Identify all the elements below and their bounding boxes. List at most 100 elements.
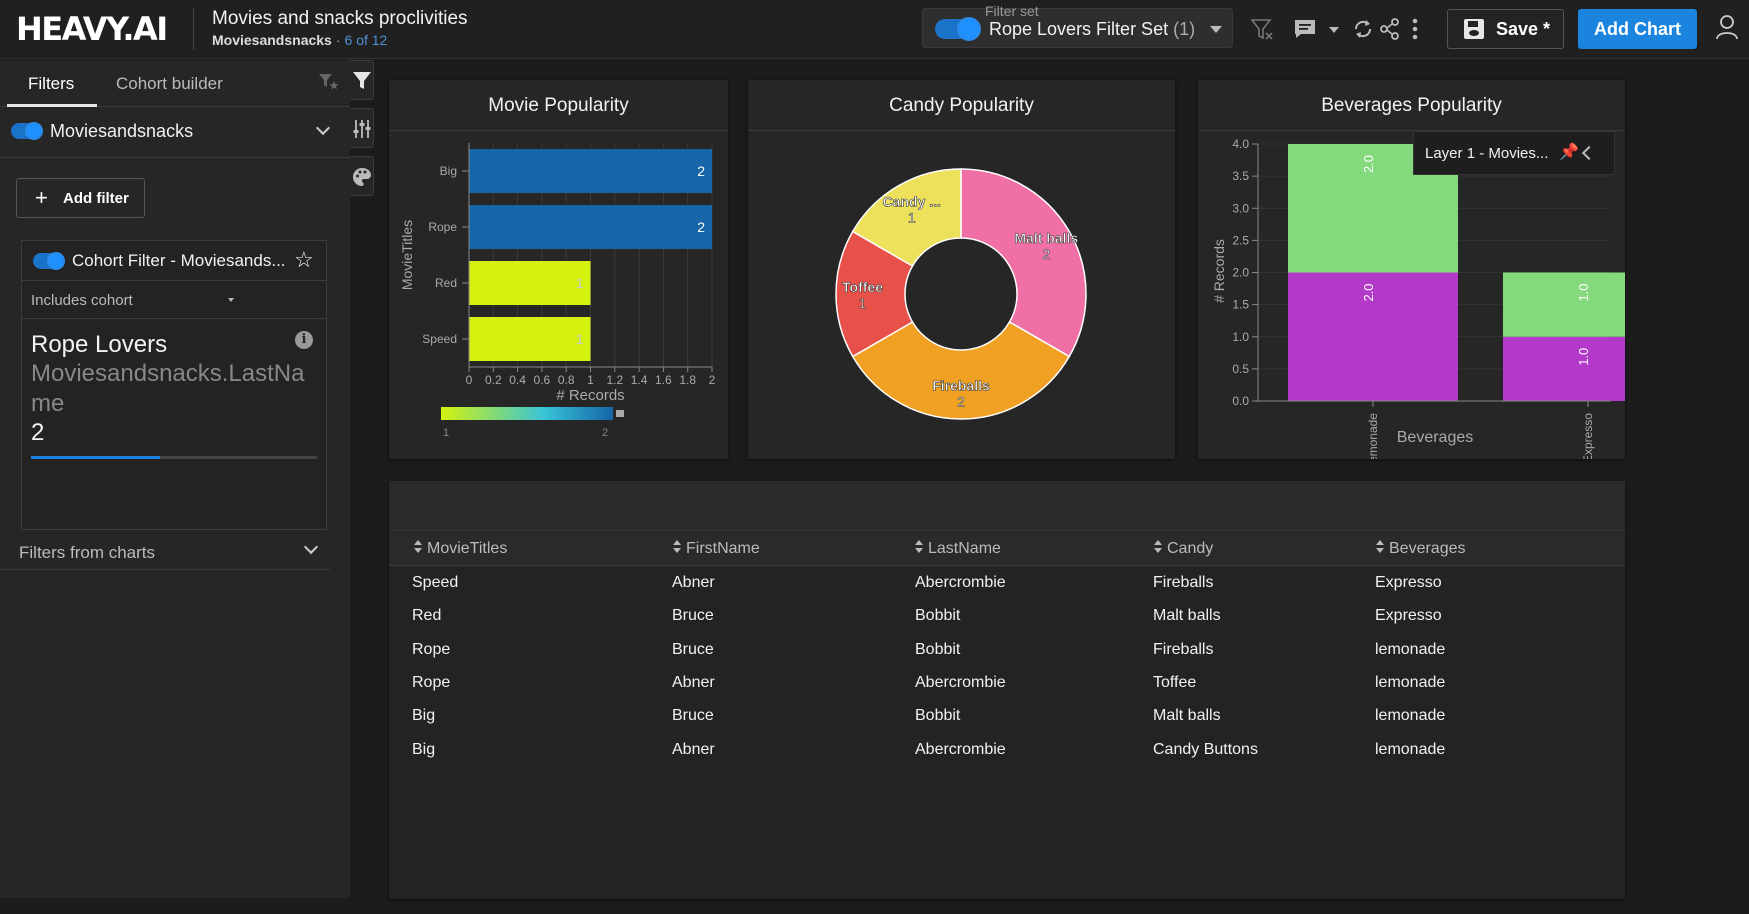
table-row[interactable]: Big Abner Abercrombie Candy Buttons lemonade xyxy=(389,734,1625,767)
table-cell-beverages: lemonade xyxy=(1375,673,1446,691)
star-icon[interactable]: ☆ xyxy=(294,247,314,272)
sort-icon[interactable] xyxy=(673,540,681,554)
save-button-label: Save * xyxy=(1496,19,1551,39)
y-tick-label: 0.5 xyxy=(1232,362,1249,376)
x-tick-label: 1.6 xyxy=(655,373,672,387)
toggle-knob xyxy=(957,17,981,41)
more-vertical-icon[interactable] xyxy=(1411,18,1419,40)
cohort-name: Rope Lovers xyxy=(31,331,168,358)
chart-title: Candy Popularity xyxy=(748,80,1175,131)
table-cell-candy: Toffee xyxy=(1153,673,1197,691)
movie-bar-chart[interactable]: 2 Big 2 Rope 1 Red 1 Speed 0 0.2 0.4 0.6 0.8 1 1.2 1.4 1… xyxy=(389,131,728,459)
add-chart-button[interactable]: Add Chart xyxy=(1578,9,1697,49)
comment-dropdown-chevron-icon[interactable] xyxy=(1329,27,1339,33)
settings-tool[interactable] xyxy=(350,108,374,148)
x-axis-label: # Records xyxy=(556,387,624,404)
chart-title: Movie Popularity xyxy=(389,80,728,131)
x-axis-label: Beverages xyxy=(1397,429,1474,446)
candy-popularity-chart[interactable]: Candy Popularity Malt balls 2 Fireballs 2 To… xyxy=(748,80,1175,459)
bar-value-label: 1 xyxy=(576,275,584,291)
beverages-stacked-bar-chart[interactable]: 0.0 0.5 1.0 1.5 2.0 2.5 3.0 3.5 4.0 2.0 2.0 lemonad… xyxy=(1198,131,1625,459)
refresh-icon[interactable] xyxy=(1352,17,1374,41)
table-row[interactable]: Speed Abner Abercrombie Fireballs Expresso xyxy=(389,567,1625,600)
theme-tool[interactable] xyxy=(350,156,374,196)
tool-strip xyxy=(350,60,374,210)
cohort-value: 2 xyxy=(31,419,45,446)
filters-from-charts-section[interactable]: Filters from charts xyxy=(0,530,330,570)
column-header-lastname[interactable]: LastName xyxy=(915,540,1001,558)
table-cell-lastname: Bobbit xyxy=(915,607,961,625)
filter-panel-tool[interactable] xyxy=(350,60,374,100)
chevron-down-icon[interactable] xyxy=(303,539,319,555)
add-filter-button[interactable]: + Add filter xyxy=(16,178,145,218)
y-axis-label: # Records xyxy=(1211,239,1227,303)
plus-icon: + xyxy=(35,185,48,210)
tab-filters[interactable]: Filters xyxy=(28,74,75,93)
filter-panel: Filters Cohort builder Moviesandsnacks +… xyxy=(0,60,350,898)
filter-clear-icon[interactable] xyxy=(1250,17,1276,43)
cohort-mode-select[interactable]: Includes cohort xyxy=(22,281,326,319)
toggle-knob xyxy=(47,252,65,270)
chart-title: Beverages Popularity xyxy=(1198,80,1625,131)
info-icon[interactable]: i xyxy=(295,331,313,349)
x-tick-label: 0.8 xyxy=(558,373,575,387)
column-label: Beverages xyxy=(1389,540,1466,557)
sort-icon[interactable] xyxy=(1154,540,1162,554)
toggle-knob xyxy=(25,122,43,140)
slice-value: 2 xyxy=(957,394,965,410)
sort-icon[interactable] xyxy=(915,540,923,554)
pin-icon[interactable]: 📌 xyxy=(1559,144,1579,161)
x-tick-label: 0.4 xyxy=(509,373,526,387)
table-row[interactable]: Big Bruce Bobbit Malt balls lemonade xyxy=(389,700,1625,733)
cohort-column: Moviesandsnacks.LastName xyxy=(31,360,305,417)
datasource-row[interactable]: Moviesandsnacks xyxy=(0,108,350,158)
comment-icon[interactable] xyxy=(1293,18,1317,40)
table-cell-movietitles: Rope xyxy=(412,640,451,658)
slice-value: 1 xyxy=(908,210,916,226)
table-row[interactable]: Rope Bruce Bobbit Fireballs lemonade xyxy=(389,634,1625,667)
legend-lock-icon xyxy=(616,410,624,417)
y-tick-label: 2.0 xyxy=(1232,266,1249,280)
table-row[interactable]: Rope Abner Abercrombie Toffee lemonade xyxy=(389,667,1625,700)
save-button[interactable]: Save * xyxy=(1447,9,1564,49)
table-row[interactable]: Red Bruce Bobbit Malt balls Expresso xyxy=(389,600,1625,633)
column-header-candy[interactable]: Candy xyxy=(1154,540,1213,558)
filter-star-icon[interactable] xyxy=(318,72,340,92)
bar-value-label: 2.0 xyxy=(1361,283,1376,301)
dashboard-title[interactable]: Movies and snacks proclivities xyxy=(212,8,468,29)
filter-set-selector[interactable]: Filter set Rope Lovers Filter Set (1) xyxy=(922,3,1233,48)
x-tick-label: 1.8 xyxy=(679,373,696,387)
layer-popup[interactable]: Layer 1 - Movies... 📌 xyxy=(1413,131,1615,175)
app-logo[interactable]: HEAVY.AI xyxy=(16,10,168,48)
chevron-down-icon[interactable] xyxy=(315,120,331,136)
column-header-movietitles[interactable]: MovieTitles xyxy=(414,540,507,558)
table-cell-lastname: Abercrombie xyxy=(915,574,1006,591)
sort-icon[interactable] xyxy=(414,540,422,554)
user-icon[interactable] xyxy=(1716,14,1738,40)
tab-cohort-builder[interactable]: Cohort builder xyxy=(116,74,223,93)
cohort-filter-title[interactable]: Cohort Filter - Moviesands... xyxy=(72,251,286,270)
filter-set-count: (1) xyxy=(1173,19,1196,39)
sliders-icon xyxy=(353,120,371,138)
y-tick-label: Red xyxy=(435,276,457,290)
bar-speed xyxy=(469,317,591,361)
sort-icon[interactable] xyxy=(1376,540,1384,554)
filter-set-toggle[interactable] xyxy=(935,17,981,41)
table-cell-lastname: Abercrombie xyxy=(915,740,1006,758)
column-header-beverages[interactable]: Beverages xyxy=(1376,540,1466,558)
slice-value: 2 xyxy=(1042,246,1050,262)
cohort-filter-toggle[interactable] xyxy=(33,252,65,270)
chevron-down-icon[interactable] xyxy=(1210,26,1222,33)
column-header-firstname[interactable]: FirstName xyxy=(673,540,760,558)
slice-fireballs xyxy=(851,320,1071,420)
data-table: MovieTitles FirstName LastName Candy Bev… xyxy=(389,481,1625,899)
chevron-left-icon[interactable] xyxy=(1581,145,1597,161)
movie-popularity-chart[interactable]: Movie Popularity 2 Big 2 Rope 1 Red 1 Speed 0 0.2… xyxy=(389,80,728,459)
y-tick-label: Rope xyxy=(428,220,457,234)
palette-icon xyxy=(353,168,371,186)
save-disk-icon xyxy=(1464,19,1484,39)
datasource-toggle[interactable] xyxy=(11,122,43,140)
x-tick-label: 2 xyxy=(709,373,716,387)
share-icon[interactable] xyxy=(1380,18,1400,40)
